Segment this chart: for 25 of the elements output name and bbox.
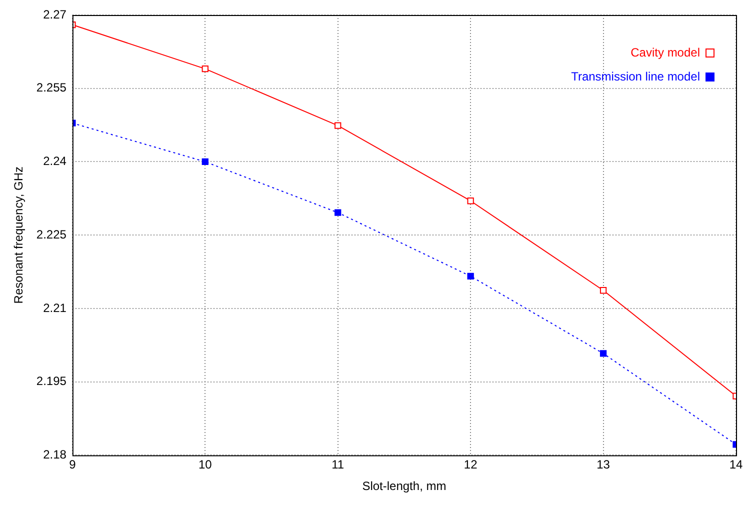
point <box>467 272 474 280</box>
point <box>467 198 474 204</box>
legend-label: Transmission line model <box>571 69 700 84</box>
x-tick-label: 11 <box>332 458 344 472</box>
point <box>202 65 208 72</box>
x-axis-title: Slot-length, mm <box>362 479 446 494</box>
point <box>600 350 607 357</box>
y-tick-label: 2.21 <box>43 300 67 315</box>
legend-label: Cavity model <box>630 45 700 60</box>
point <box>202 158 208 166</box>
x-tick-label: 9 <box>69 458 76 472</box>
y-tick-label: 2.195 <box>36 374 67 388</box>
y-tick-label: 2.27 <box>43 7 67 22</box>
point <box>334 209 342 216</box>
x-tick-label: 13 <box>596 458 610 472</box>
x-tick-label: 14 <box>729 458 743 472</box>
y-tick-label: 2.225 <box>36 227 67 242</box>
y-tick-label: 2.255 <box>36 80 67 95</box>
y-tick-label: 2.24 <box>43 154 67 168</box>
y-tick-label: 2.18 <box>43 448 67 462</box>
x-tick-label: 12 <box>464 458 478 472</box>
point <box>334 122 342 129</box>
x-tick-label: 10 <box>198 458 212 472</box>
y-axis-title: Resonant frequency, GHz <box>12 166 26 304</box>
point <box>600 287 607 294</box>
